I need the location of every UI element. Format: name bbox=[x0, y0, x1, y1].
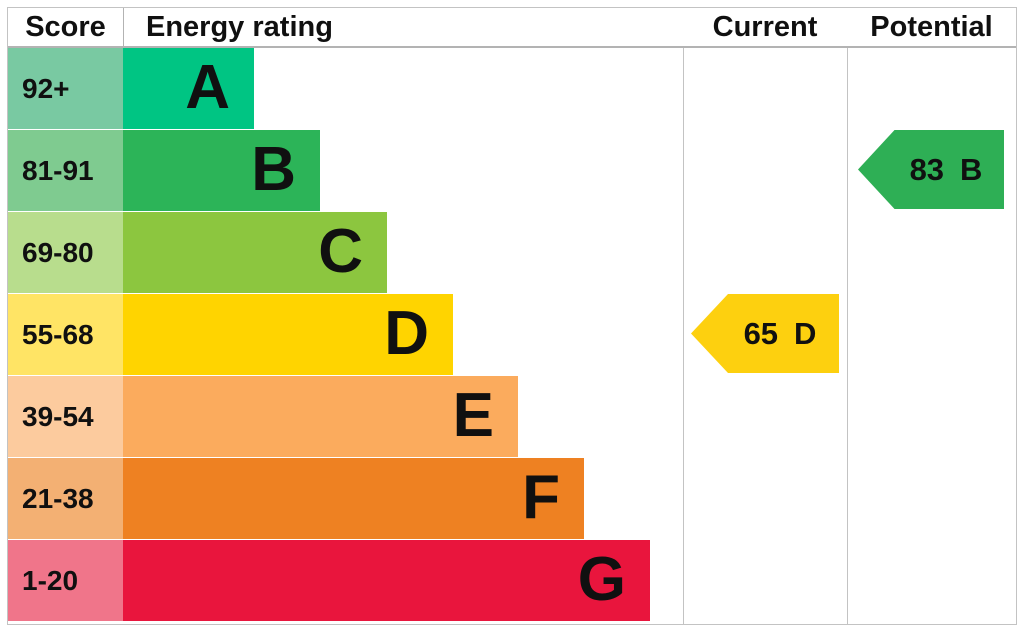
current-column-divider bbox=[683, 8, 684, 624]
band-letter-a: A bbox=[185, 52, 230, 122]
band-row-e: 39-54 E bbox=[8, 376, 1016, 457]
band-bar-e: E bbox=[123, 376, 518, 457]
band-bar-d: D bbox=[123, 294, 453, 375]
band-score-g: 1-20 bbox=[8, 540, 123, 621]
band-score-e: 39-54 bbox=[8, 376, 123, 457]
header-energy-rating: Energy rating bbox=[146, 11, 333, 43]
band-letter-c: C bbox=[318, 216, 363, 286]
band-rows: 92+ A 81-91 B 69-80 C 55-68 D 39-54 bbox=[8, 48, 1016, 622]
current-rating-score: 65 bbox=[743, 315, 779, 351]
band-letter-d: D bbox=[384, 298, 429, 368]
band-row-b: 81-91 B bbox=[8, 130, 1016, 211]
header-current: Current bbox=[712, 11, 818, 43]
header-potential: Potential bbox=[870, 11, 993, 43]
band-score-a: 92+ bbox=[8, 48, 123, 129]
band-row-d: 55-68 D bbox=[8, 294, 1016, 375]
band-score-f: 21-38 bbox=[8, 458, 123, 539]
current-rating-arrow: 65 D bbox=[691, 294, 839, 373]
band-letter-b: B bbox=[251, 134, 296, 204]
chart-header: Score Energy rating Current Potential bbox=[8, 8, 1016, 48]
band-letter-f: F bbox=[522, 462, 560, 532]
potential-rating-band: B bbox=[960, 151, 983, 187]
band-row-c: 69-80 C bbox=[8, 212, 1016, 293]
band-bar-g: G bbox=[123, 540, 650, 621]
band-bar-c: C bbox=[123, 212, 387, 293]
band-bar-b: B bbox=[123, 130, 320, 211]
band-bar-a: A bbox=[123, 48, 254, 129]
band-bar-f: F bbox=[123, 458, 584, 539]
energy-rating-chart: Score Energy rating Current Potential 92… bbox=[7, 7, 1017, 625]
band-score-c: 69-80 bbox=[8, 212, 123, 293]
band-row-g: 1-20 G bbox=[8, 540, 1016, 621]
band-letter-g: G bbox=[577, 544, 626, 614]
band-row-f: 21-38 F bbox=[8, 458, 1016, 539]
band-row-a: 92+ A bbox=[8, 48, 1016, 129]
potential-column-divider bbox=[847, 8, 848, 624]
band-score-d: 55-68 bbox=[8, 294, 123, 375]
band-letter-e: E bbox=[452, 380, 494, 450]
potential-rating-score: 83 bbox=[909, 151, 945, 187]
band-score-b: 81-91 bbox=[8, 130, 123, 211]
header-score: Score bbox=[8, 8, 124, 46]
current-rating-band: D bbox=[794, 315, 817, 351]
